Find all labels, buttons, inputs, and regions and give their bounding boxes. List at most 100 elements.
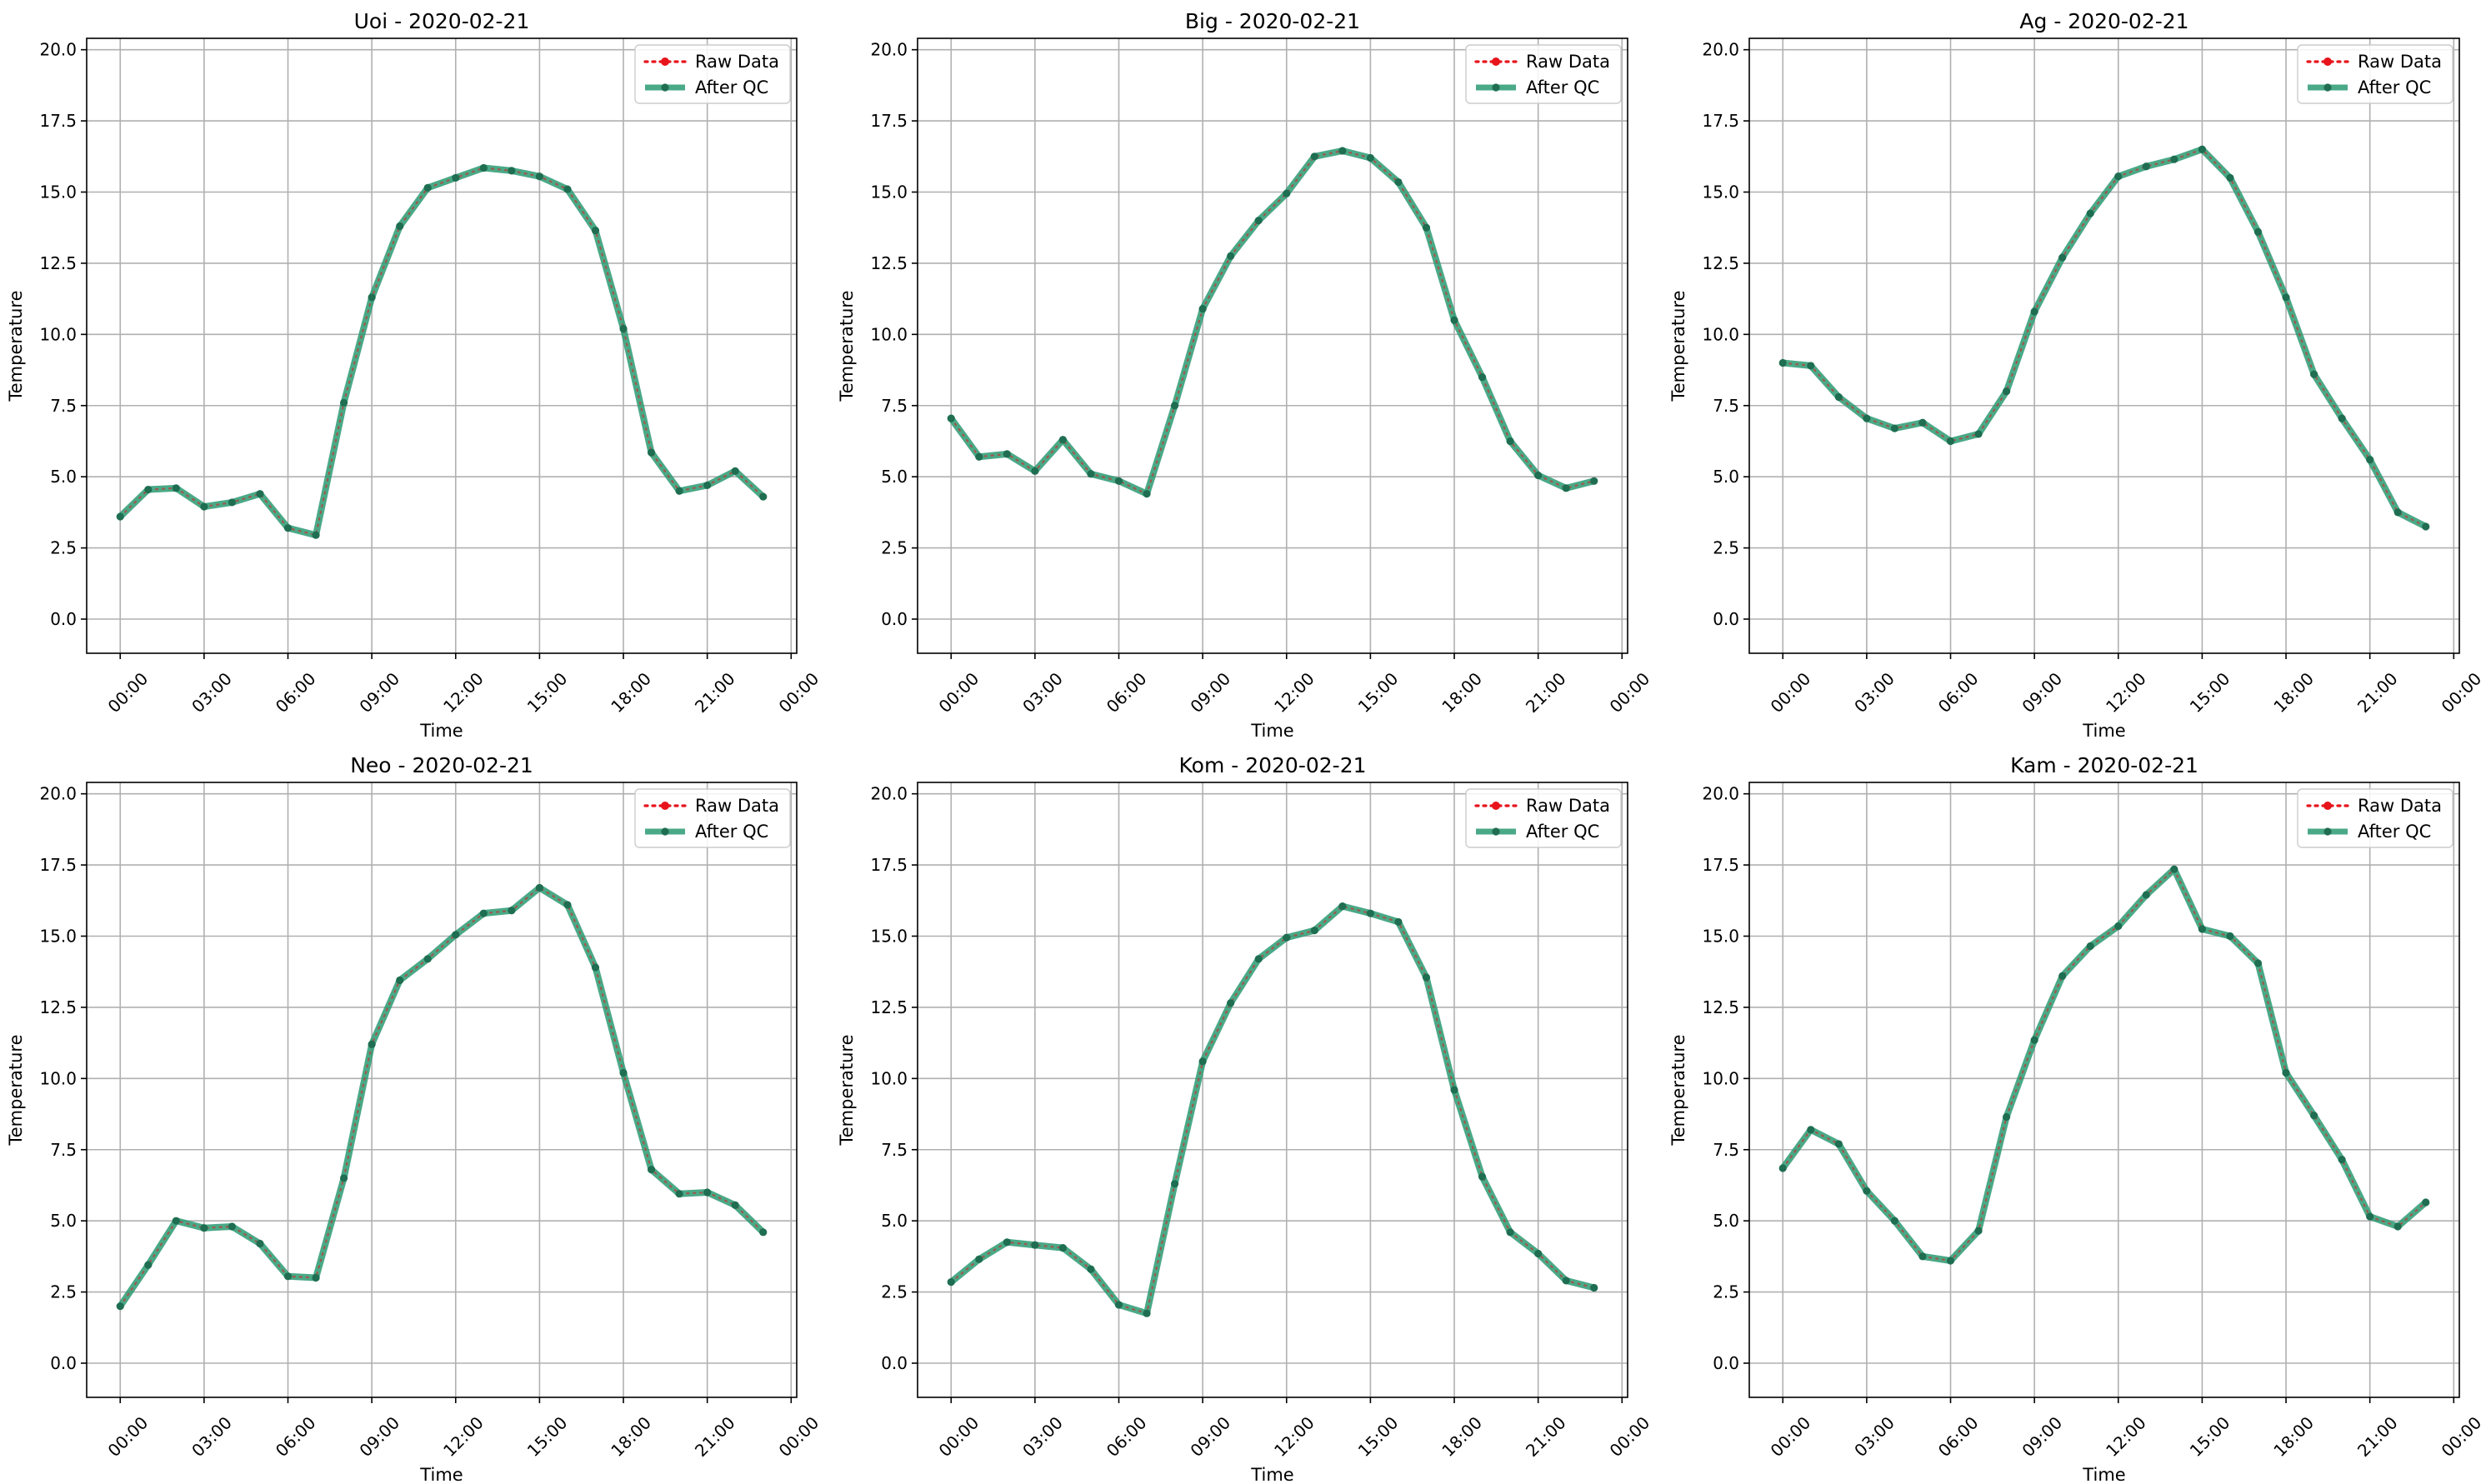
data-point xyxy=(396,222,404,231)
x-tick-label: 00:00 xyxy=(1767,1412,1815,1461)
series-raw-line xyxy=(1782,867,2427,1262)
chart-panel-4: 00:00 03:00 06:00 09:00 12:00 15:00 18:00 21:00… xyxy=(837,753,1653,1484)
y-tick-label: 17.5 xyxy=(1702,111,1739,131)
plot-frame xyxy=(917,782,1628,1398)
x-tick-label: 06:00 xyxy=(272,668,320,717)
data-point xyxy=(535,883,544,892)
data-point xyxy=(975,452,983,461)
y-tick-label: 0.0 xyxy=(50,609,77,629)
y-tick-label: 12.5 xyxy=(39,253,77,273)
x-tick-label: 00:00 xyxy=(2438,668,2486,717)
data-point xyxy=(1946,437,1955,446)
plot-frame xyxy=(1748,782,2460,1398)
x-tick-label: 21:00 xyxy=(2353,668,2402,717)
y-tick-label: 7.5 xyxy=(881,1140,908,1160)
data-point xyxy=(200,1224,208,1232)
data-point xyxy=(1590,1283,1598,1292)
data-point xyxy=(2366,456,2374,464)
x-tick-label: 12:00 xyxy=(2102,668,2150,717)
plot-frame xyxy=(86,782,798,1398)
series-after-qc-line xyxy=(948,147,1598,497)
y-tick-label: 2.5 xyxy=(1713,1282,1739,1302)
chart-panel-3: 00:00 03:00 06:00 09:00 12:00 15:00 18:00 21:00… xyxy=(6,753,823,1484)
data-point xyxy=(563,185,572,193)
data-point xyxy=(1283,933,1291,942)
legend: Raw Data After QC xyxy=(1465,788,1622,848)
legend-raw-marker xyxy=(1492,802,1500,810)
y-axis-label: Temperature xyxy=(6,1034,26,1146)
data-point xyxy=(2114,172,2123,181)
legend-qc-marker xyxy=(2323,83,2332,92)
data-point xyxy=(2393,1222,2402,1231)
data-point xyxy=(1031,1241,1039,1249)
data-point xyxy=(1534,471,1543,480)
data-point xyxy=(2170,155,2178,163)
x-tick-label: 00:00 xyxy=(935,1412,983,1461)
data-point xyxy=(731,467,739,475)
data-point xyxy=(1394,177,1403,187)
data-point xyxy=(2282,1068,2290,1077)
y-tick-label: 7.5 xyxy=(881,396,908,416)
data-point xyxy=(2422,1198,2430,1207)
data-point xyxy=(283,1272,293,1281)
legend-raw-marker xyxy=(1492,57,1500,66)
data-point xyxy=(703,481,712,490)
series-after-qc-line xyxy=(117,884,767,1310)
y-tick-label: 12.5 xyxy=(1702,253,1739,273)
data-point xyxy=(1590,477,1598,485)
x-tick-label: 00:00 xyxy=(1606,1412,1654,1461)
x-tick-label: 15:00 xyxy=(2186,668,2234,717)
y-tick-label: 10.0 xyxy=(39,324,77,344)
series-after-qc-line xyxy=(117,164,767,539)
data-point xyxy=(1114,1301,1123,1309)
data-point xyxy=(116,1302,124,1311)
data-point xyxy=(1863,1187,1871,1195)
data-point xyxy=(1918,1252,1927,1261)
data-point xyxy=(1834,392,1843,402)
x-tick-label: 06:00 xyxy=(1103,1412,1151,1461)
data-point xyxy=(396,976,404,985)
chart-title: Kom - 2020-02-21 xyxy=(1179,753,1367,777)
legend: Raw Data After QC xyxy=(634,44,791,104)
y-tick-label: 10.0 xyxy=(39,1068,77,1088)
x-tick-label: 09:00 xyxy=(355,668,403,717)
x-axis-label: Time xyxy=(419,721,463,741)
plot-frame xyxy=(1748,37,2460,654)
data-point xyxy=(675,487,683,495)
y-tick-label: 5.0 xyxy=(881,1211,908,1231)
y-tick-label: 20.0 xyxy=(1702,784,1739,804)
data-point xyxy=(1310,152,1318,161)
x-tick-label: 12:00 xyxy=(1270,668,1318,717)
chart-title: Uoi - 2020-02-21 xyxy=(354,9,530,33)
data-point xyxy=(508,167,516,175)
data-point xyxy=(1198,304,1207,313)
data-point xyxy=(1807,362,1815,370)
data-point xyxy=(312,531,320,539)
x-tick-label: 03:00 xyxy=(1850,668,1898,717)
data-point xyxy=(1534,1249,1543,1258)
data-point xyxy=(1087,470,1095,478)
data-point xyxy=(1003,1238,1011,1247)
y-tick-label: 20.0 xyxy=(870,40,908,60)
legend-qc-marker xyxy=(661,83,669,92)
chart-panel-0: 00:00 03:00 06:00 09:00 12:00 15:00 18:00 21:00… xyxy=(6,9,823,741)
y-tick-label: 0.0 xyxy=(1713,609,1739,629)
x-tick-label: 15:00 xyxy=(1354,1412,1403,1461)
data-point xyxy=(2253,227,2263,236)
y-tick-label: 15.0 xyxy=(1702,182,1739,202)
series-after-qc-line xyxy=(1779,146,2429,530)
data-point xyxy=(1946,1257,1955,1265)
data-point xyxy=(452,173,460,182)
data-point xyxy=(1450,1086,1458,1094)
legend-qc-marker xyxy=(2323,827,2332,836)
data-point xyxy=(1478,372,1487,382)
legend: Raw Data After QC xyxy=(634,788,791,848)
y-tick-label: 17.5 xyxy=(870,855,908,875)
data-point xyxy=(1834,1140,1843,1148)
x-tick-label: 03:00 xyxy=(188,1412,236,1461)
data-point xyxy=(2198,145,2207,153)
data-point xyxy=(228,1222,237,1231)
legend-raw-marker xyxy=(661,802,669,810)
x-tick-label: 09:00 xyxy=(2018,668,2066,717)
x-axis-label: Time xyxy=(419,1465,463,1484)
